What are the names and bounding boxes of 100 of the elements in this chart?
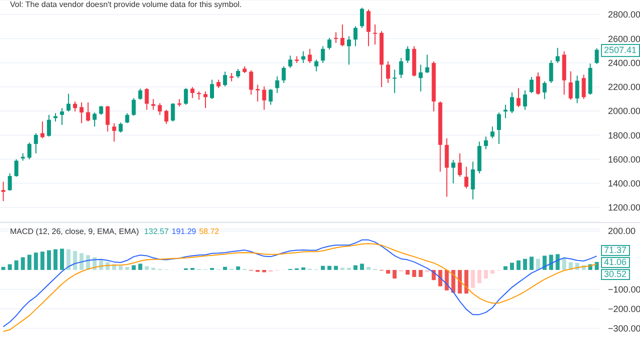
- bar: [8, 264, 12, 270]
- y-tick-label: 2600.00: [608, 34, 640, 44]
- y-tick-label: 2000.00: [608, 106, 640, 116]
- bar: [14, 260, 18, 270]
- bar: [510, 262, 514, 270]
- candlestick: [484, 136, 488, 150]
- candlestick: [66, 93, 71, 112]
- bar: [556, 254, 560, 270]
- candlestick: [144, 88, 149, 110]
- bar: [386, 270, 390, 274]
- bar: [490, 270, 494, 274]
- bar: [562, 258, 566, 270]
- bar: [80, 253, 84, 270]
- y-tick-label: 1400.00: [608, 178, 640, 189]
- candlestick: [184, 88, 188, 106]
- chart-title: MACD (12, 26, close, 9, EMA, EMA): [10, 227, 140, 236]
- candlestick: [92, 112, 97, 128]
- bar: [530, 256, 534, 270]
- candlestick: [594, 48, 599, 64]
- candlestick: [399, 57, 404, 79]
- bar: [73, 251, 78, 270]
- candlestick: [158, 102, 162, 116]
- candlestick: [80, 102, 84, 124]
- bar: [353, 265, 358, 270]
- bar: [594, 262, 599, 270]
- candlestick: [523, 90, 528, 110]
- candlestick: [542, 80, 547, 100]
- candlestick: [210, 79, 214, 100]
- candlestick: [490, 126, 494, 139]
- candlestick: [106, 105, 110, 132]
- y-tick-label: 1200.00: [608, 202, 640, 213]
- bar: [334, 266, 338, 270]
- bar: [444, 270, 449, 290]
- candlestick: [203, 90, 208, 109]
- candlestick: [470, 161, 475, 200]
- candlestick: [14, 158, 18, 178]
- candlestick: [314, 59, 318, 72]
- candlestick: [346, 36, 351, 66]
- candlestick: [151, 98, 156, 110]
- candlestick: [320, 46, 325, 64]
- candlestick: [582, 74, 586, 100]
- candlestick: [340, 24, 344, 47]
- bar: [20, 257, 25, 270]
- candlestick: [262, 86, 266, 110]
- candlestick: [73, 100, 78, 112]
- y-tick-label: 200.00: [608, 226, 636, 236]
- bar: [425, 270, 430, 272]
- candlestick: [249, 70, 254, 96]
- y-tick-label: 1600.00: [608, 154, 640, 164]
- candlestick: [301, 50, 306, 64]
- bar: [503, 266, 508, 270]
- text: 132.57: [144, 227, 169, 236]
- candlestick: [451, 159, 456, 184]
- candlestick: [282, 66, 286, 84]
- annotation: 2507.41: [601, 44, 640, 57]
- candlestick: [40, 120, 44, 139]
- bar: [458, 270, 462, 294]
- bar: [53, 249, 58, 270]
- text: 71.37: [601, 245, 630, 256]
- bar: [327, 266, 332, 270]
- candlestick: [575, 75, 580, 104]
- candlestick: [8, 172, 12, 192]
- bar: [360, 264, 364, 270]
- candlestick: [353, 26, 358, 47]
- bar: [1, 266, 6, 270]
- bar: [464, 270, 468, 294]
- bar: [223, 266, 228, 270]
- bar: [549, 254, 554, 270]
- candlestick: [86, 102, 90, 122]
- bar: [60, 248, 64, 270]
- bar: [523, 258, 528, 270]
- bar: [516, 260, 521, 270]
- bar: [366, 266, 371, 270]
- candlestick: [99, 105, 104, 116]
- bar: [320, 266, 325, 270]
- candlestick: [425, 54, 430, 74]
- candlestick: [236, 68, 240, 79]
- candlestick: [327, 37, 332, 50]
- candlestick: [418, 64, 423, 92]
- bar: [418, 270, 423, 277]
- candlestick: [170, 102, 175, 122]
- candlestick: [256, 84, 260, 102]
- candlestick: [568, 70, 573, 100]
- candlestick: [308, 48, 312, 64]
- y-tick-label: 2200.00: [608, 82, 640, 92]
- candlestick: [118, 122, 123, 134]
- candlestick: [496, 112, 501, 144]
- candlestick: [288, 55, 292, 68]
- bar: [236, 266, 240, 270]
- bar: [412, 270, 416, 277]
- candlestick: [458, 152, 462, 178]
- bar: [301, 267, 306, 270]
- bar: [484, 270, 488, 279]
- candlestick: [406, 46, 410, 64]
- candlestick: [27, 142, 32, 160]
- candlestick: [444, 138, 449, 198]
- text: 41.06: [601, 257, 630, 268]
- candlestick: [373, 24, 378, 46]
- candlestick: [34, 132, 38, 154]
- candlestick: [1, 181, 6, 202]
